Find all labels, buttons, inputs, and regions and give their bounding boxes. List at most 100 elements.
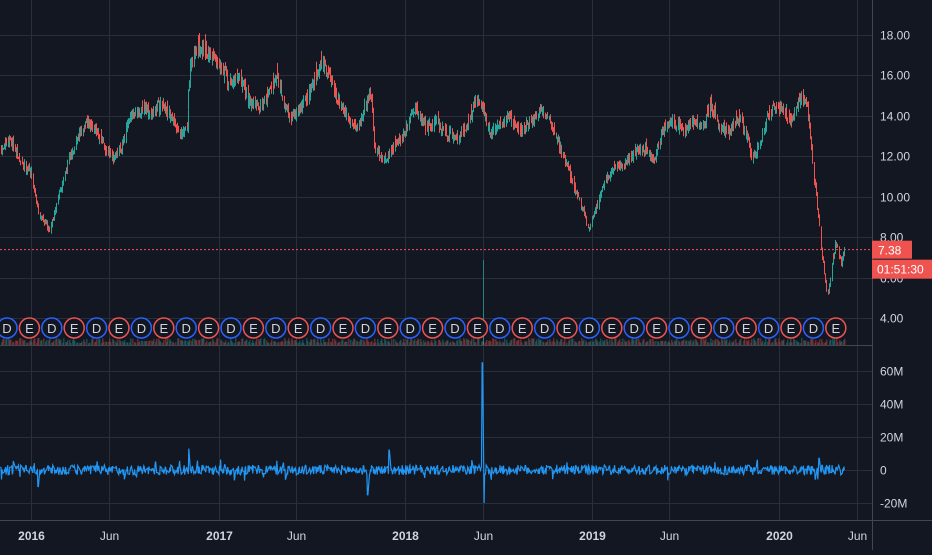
dividend-marker[interactable]: D [220, 317, 242, 339]
earnings-marker[interactable]: E [153, 317, 175, 339]
volume-bar [120, 341, 122, 345]
volume-bar [399, 341, 401, 345]
dividend-marker[interactable]: D [0, 317, 18, 339]
earnings-marker[interactable]: E [242, 317, 265, 339]
earnings-marker[interactable]: E [332, 317, 354, 339]
dividend-marker[interactable]: D [668, 317, 690, 339]
earnings-marker[interactable]: E [735, 317, 757, 339]
volume-bar [139, 341, 141, 345]
volume-bar [3, 338, 5, 345]
volume-bar [602, 340, 604, 345]
earnings-marker[interactable]: E [780, 317, 802, 339]
volume-bar [52, 342, 54, 345]
volume-bar [370, 342, 372, 345]
dividend-marker[interactable]: D [354, 317, 377, 339]
earnings-marker[interactable]: E [108, 317, 130, 339]
earnings-marker[interactable]: E [601, 317, 623, 339]
earnings-marker[interactable]: E [18, 317, 41, 339]
dividend-marker[interactable]: D [175, 317, 197, 339]
countdown-badge: 01:51:30 [872, 259, 932, 279]
volume-bar [228, 341, 230, 345]
volume-bar [550, 341, 552, 345]
price-tick-label: 14.00 [880, 110, 910, 124]
earnings-marker[interactable]: E [287, 317, 309, 339]
dividend-marker[interactable]: D [757, 317, 780, 339]
dividend-marker[interactable]: D [444, 317, 466, 339]
volume-bar [88, 342, 90, 345]
volume-bar [223, 341, 225, 345]
volume-bar [81, 341, 83, 345]
price-candles[interactable] [1, 32, 845, 295]
volume-bar [689, 341, 691, 345]
volume-bar [192, 338, 194, 345]
dividend-marker[interactable]: D [623, 317, 645, 339]
time-tick-label: Jun [100, 529, 119, 543]
volume-bar [350, 339, 352, 345]
volume-oscillator[interactable] [0, 362, 845, 504]
volume-bar [617, 342, 619, 345]
volume-bar [843, 340, 845, 345]
volume-bar [438, 339, 440, 345]
volume-bar [665, 340, 667, 345]
volume-bar [270, 342, 272, 345]
volume-bar [306, 338, 308, 345]
volume-bar [499, 340, 501, 345]
earnings-marker[interactable]: E [377, 317, 399, 339]
volume-bar [787, 339, 789, 345]
volume-bar [460, 340, 462, 345]
earnings-marker[interactable]: E [466, 317, 489, 339]
earnings-marker[interactable]: E [421, 317, 444, 339]
svg-text:E: E [563, 321, 572, 336]
dividend-marker[interactable]: D [85, 317, 108, 339]
volume-bar [62, 342, 64, 345]
volume-bar [729, 340, 731, 345]
earnings-marker[interactable]: E [556, 317, 578, 339]
dividend-marker[interactable]: D [713, 317, 735, 339]
earnings-marker[interactable]: E [511, 317, 533, 339]
volume-bar [708, 342, 710, 345]
earnings-marker[interactable]: E [197, 317, 220, 339]
volume-bar [671, 339, 673, 345]
volume-bar [235, 338, 237, 345]
volume-bar [225, 340, 227, 345]
volume-bar [614, 338, 616, 345]
volume-bar [579, 340, 581, 345]
volume-bar [786, 342, 788, 345]
earnings-marker[interactable]: E [645, 317, 668, 339]
volume-bar [148, 341, 150, 345]
dividend-marker[interactable]: D [41, 317, 63, 339]
earnings-marker[interactable]: E [825, 317, 847, 339]
volume-bar [645, 342, 647, 345]
volume-bar [549, 339, 551, 345]
volume-bar [546, 342, 548, 345]
volume-bar [812, 339, 814, 345]
dividend-marker[interactable]: D [489, 317, 511, 339]
volume-bar [155, 341, 157, 345]
dividend-marker[interactable]: D [578, 317, 601, 339]
dividend-marker[interactable]: D [802, 317, 825, 339]
volume-bar [420, 339, 422, 345]
dividend-marker[interactable]: D [399, 317, 421, 339]
earnings-marker[interactable]: E [690, 317, 713, 339]
volume-bar [783, 339, 785, 345]
volume-bar [344, 342, 346, 345]
dividend-marker[interactable]: D [130, 317, 153, 339]
dividend-marker[interactable]: D [265, 317, 287, 339]
volume-bar [19, 338, 21, 345]
volume-bar [611, 338, 613, 345]
volume-bar [38, 338, 40, 345]
volume-bar [194, 338, 196, 345]
volume-bar [547, 340, 549, 345]
volume-bar [239, 341, 241, 345]
volume-bar [653, 341, 655, 345]
dividend-marker[interactable]: D [309, 317, 332, 339]
volume-bar [811, 339, 813, 345]
dividend-marker[interactable]: D [533, 317, 556, 339]
earnings-marker[interactable]: E [63, 317, 85, 339]
volume-bar [359, 341, 361, 345]
volume-bar [339, 341, 341, 345]
volume-bar [224, 342, 226, 345]
